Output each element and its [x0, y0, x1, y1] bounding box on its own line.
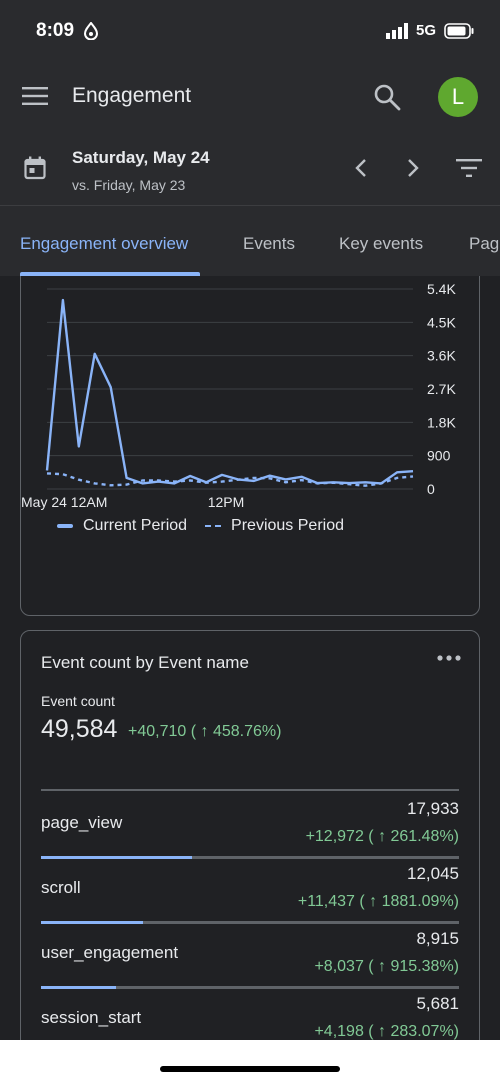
y-tick-label: 4.5K: [427, 314, 456, 330]
page-title: Engagement: [72, 84, 192, 107]
event-count-card: Event count by Event name Event count 49…: [20, 630, 480, 1040]
event-name: user_engagement: [41, 943, 179, 962]
share-bar: [41, 856, 459, 859]
legend-label-previous: Previous Period: [231, 517, 344, 534]
share-bar-fill: [41, 921, 143, 924]
y-tick-label: 0: [427, 481, 435, 497]
card-title: Event count by Event name: [41, 653, 249, 672]
event-count: 8,915: [416, 929, 459, 948]
more-options-icon[interactable]: [437, 653, 461, 663]
share-bar: [41, 986, 459, 989]
content-scroll-area[interactable]: 5.4K 4.5K 3.6K 2.7K 1.8K 900 0 May 24 12AM 12PM …: [0, 276, 500, 1040]
metric-label: Event count: [41, 693, 115, 709]
event-count: 12,045: [407, 864, 459, 883]
tab-key-events[interactable]: Key events: [339, 234, 424, 253]
event-delta: +11,437 ( ↑ 1881.09%): [297, 893, 459, 910]
date-range-bar: Saturday, May 24 vs. Friday, May 23: [0, 132, 500, 206]
legend-item-previous: Previous Period: [205, 517, 344, 535]
network-label: 5G: [415, 22, 436, 39]
event-name: scroll: [41, 878, 81, 897]
search-icon[interactable]: [372, 82, 402, 112]
series-line-current: [45, 298, 414, 485]
chevron-left-icon[interactable]: [350, 156, 374, 180]
hotspot-icon: [84, 22, 98, 40]
x-tick-label: May 24 12AM: [21, 494, 107, 510]
y-tick-label: 5.4K: [427, 281, 456, 297]
home-indicator[interactable]: [160, 1066, 340, 1072]
signal-icon: [385, 22, 408, 39]
tab-pages[interactable]: Pag: [469, 234, 500, 253]
legend-swatch-solid: [57, 524, 73, 528]
event-delta: +8,037 ( ↑ 915.38%): [314, 958, 459, 975]
event-delta: +4,198 ( ↑ 283.07%): [314, 1023, 459, 1040]
calendar-icon[interactable]: [24, 156, 46, 180]
tab-events[interactable]: Events: [243, 234, 295, 253]
share-bar: [41, 921, 459, 924]
home-indicator-area: [0, 1040, 500, 1082]
share-bar-fill: [41, 986, 117, 989]
battery-icon: [444, 22, 474, 39]
legend-item-current: Current Period: [57, 517, 187, 535]
event-name: session_start: [41, 1008, 142, 1027]
event-delta: +12,972 ( ↑ 261.48%): [305, 828, 459, 845]
app-header: Engagement L: [0, 62, 500, 132]
legend-label-current: Current Period: [83, 517, 188, 534]
y-tick-label: 3.6K: [427, 348, 456, 364]
active-tab-indicator: [20, 272, 200, 276]
event-count: 17,933: [407, 799, 459, 818]
chevron-right-icon[interactable]: [400, 156, 424, 180]
chart-legend: Current Period Previous Period: [57, 517, 344, 535]
selected-date[interactable]: Saturday, May 24: [72, 148, 210, 167]
table-row[interactable]: user_engagement 8,915 +8,037 ( ↑ 915.38%…: [41, 923, 459, 989]
series-line-previous: [46, 472, 414, 487]
status-time: 8:09: [36, 20, 75, 41]
status-bar: 8:09 5G: [0, 0, 500, 62]
metric-value: 49,584: [41, 715, 118, 743]
y-tick-label: 1.8K: [427, 414, 456, 430]
chart-card: 5.4K 4.5K 3.6K 2.7K 1.8K 900 0 May 24 12AM 12PM …: [20, 276, 480, 616]
x-tick-label: 12PM: [208, 494, 245, 510]
y-tick-label: 2.7K: [427, 381, 456, 397]
table-row[interactable]: session_start 5,681 +4,198 ( ↑ 283.07%): [41, 988, 459, 1040]
table-row[interactable]: page_view 17,933 +12,972 ( ↑ 261.48%): [41, 793, 459, 859]
share-bar-fill: [41, 856, 193, 859]
metric-delta: +40,710 ( ↑ 458.76%): [128, 723, 282, 740]
tab-engagement-overview[interactable]: Engagement overview: [20, 234, 189, 253]
y-tick-label: 900: [427, 448, 451, 464]
line-chart: 5.4K 4.5K 3.6K 2.7K 1.8K 900 0 May 24 12AM 12PM: [21, 281, 456, 510]
event-count: 5,681: [416, 994, 459, 1013]
filter-icon[interactable]: [456, 158, 482, 178]
table-row[interactable]: scroll 12,045 +11,437 ( ↑ 1881.09%): [41, 858, 459, 924]
event-name: page_view: [41, 813, 123, 832]
menu-icon[interactable]: [22, 86, 48, 106]
compare-date: vs. Friday, May 23: [72, 177, 186, 193]
legend-swatch-dashed: [205, 525, 222, 527]
avatar[interactable]: L: [438, 77, 478, 117]
table-divider: [41, 789, 459, 791]
tab-bar: Engagement overview Events Key events Pa…: [0, 206, 500, 276]
